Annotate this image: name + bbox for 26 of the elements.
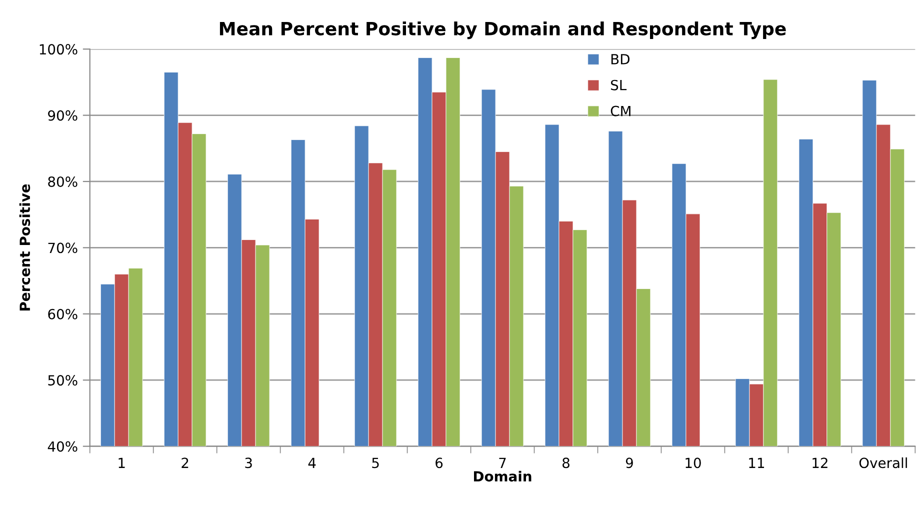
x-tick-label: 12 xyxy=(812,458,828,468)
legend-label: BD xyxy=(611,54,630,64)
y-tick-label: 70% xyxy=(48,242,78,254)
x-tick-label: 7 xyxy=(499,458,506,468)
x-tick-label: 2 xyxy=(182,458,188,468)
y-tick-label: 80% xyxy=(48,176,78,187)
x-tick-label: 10 xyxy=(686,458,701,468)
legend-label: CM xyxy=(610,106,630,116)
y-tick-label: 100% xyxy=(40,44,78,55)
x-tick-label: 9 xyxy=(626,458,633,468)
x-tick-label: Overall xyxy=(859,457,907,468)
x-tick-label: 1 xyxy=(118,458,125,468)
x-tick-label: 4 xyxy=(308,458,316,468)
x-tick-label: 8 xyxy=(562,458,570,468)
y-axis-title: Percent Positive xyxy=(19,184,30,310)
y-tick-label: 90% xyxy=(48,110,78,121)
y-tick-label: 60% xyxy=(48,308,78,320)
x-tick-label: 5 xyxy=(372,458,379,468)
x-tick-label: 11 xyxy=(749,458,764,468)
x-tick-label: 3 xyxy=(245,458,252,468)
chart-title: Mean Percent Positive by Domain and Respondent Type xyxy=(220,21,786,40)
x-tick-label: 6 xyxy=(436,458,443,468)
y-tick-label: 50% xyxy=(48,375,78,386)
x-axis-title: Domain xyxy=(474,470,532,482)
legend-label: SL xyxy=(610,80,627,90)
y-tick-label: 40% xyxy=(48,441,78,452)
